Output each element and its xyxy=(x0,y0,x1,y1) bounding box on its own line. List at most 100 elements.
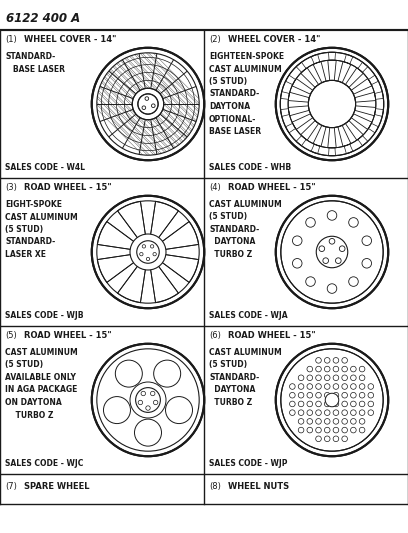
Circle shape xyxy=(130,234,166,270)
Wedge shape xyxy=(368,123,379,133)
Wedge shape xyxy=(288,92,309,102)
Circle shape xyxy=(290,392,295,398)
Circle shape xyxy=(135,419,162,446)
Circle shape xyxy=(146,406,150,410)
Wedge shape xyxy=(301,120,319,140)
Text: ROAD WHEEL - 15": ROAD WHEEL - 15" xyxy=(24,183,112,192)
Circle shape xyxy=(333,436,339,442)
Circle shape xyxy=(324,366,330,372)
Wedge shape xyxy=(328,148,335,156)
Wedge shape xyxy=(311,144,320,154)
Circle shape xyxy=(362,236,372,246)
Circle shape xyxy=(151,391,155,395)
Text: ROAD WHEEL - 15": ROAD WHEEL - 15" xyxy=(228,331,316,340)
Circle shape xyxy=(327,284,337,293)
Circle shape xyxy=(324,392,330,398)
Circle shape xyxy=(368,384,374,389)
Circle shape xyxy=(327,211,337,220)
Circle shape xyxy=(316,401,322,407)
Circle shape xyxy=(281,349,383,451)
Wedge shape xyxy=(98,222,139,251)
Text: SALES CODE - WJB: SALES CODE - WJB xyxy=(5,311,84,320)
Circle shape xyxy=(350,418,356,424)
Circle shape xyxy=(316,410,322,415)
Circle shape xyxy=(333,410,339,415)
Circle shape xyxy=(298,427,304,433)
Text: (8): (8) xyxy=(209,482,221,491)
Circle shape xyxy=(359,410,365,415)
Circle shape xyxy=(306,217,315,227)
Circle shape xyxy=(298,392,304,398)
Circle shape xyxy=(359,401,365,407)
Text: SALES CODE - WJP: SALES CODE - WJP xyxy=(209,459,288,468)
Circle shape xyxy=(335,258,341,263)
Circle shape xyxy=(368,410,374,415)
Circle shape xyxy=(350,375,356,381)
Circle shape xyxy=(342,358,348,363)
Wedge shape xyxy=(313,125,326,147)
Circle shape xyxy=(140,253,143,256)
Circle shape xyxy=(142,106,146,110)
Circle shape xyxy=(359,418,365,424)
Circle shape xyxy=(359,375,365,381)
Circle shape xyxy=(368,392,374,398)
Text: CAST ALUMINUM
(5 STUD)
STANDARD-
  DAYTONA
  TURBO Z: CAST ALUMINUM (5 STUD) STANDARD- DAYTONA… xyxy=(209,348,282,407)
Circle shape xyxy=(316,366,322,372)
Wedge shape xyxy=(355,92,376,102)
Text: SALES CODE - WJC: SALES CODE - WJC xyxy=(5,459,83,468)
Circle shape xyxy=(333,427,339,433)
Text: WHEEL NUTS: WHEEL NUTS xyxy=(228,482,289,491)
Wedge shape xyxy=(292,78,313,94)
Text: (5): (5) xyxy=(5,331,17,340)
Circle shape xyxy=(298,410,304,415)
Circle shape xyxy=(324,375,330,381)
Text: ROAD WHEEL - 15": ROAD WHEEL - 15" xyxy=(24,331,112,340)
Circle shape xyxy=(324,384,330,389)
Wedge shape xyxy=(351,78,372,94)
Text: (7): (7) xyxy=(5,482,17,491)
Wedge shape xyxy=(346,68,363,87)
Wedge shape xyxy=(118,201,146,243)
Circle shape xyxy=(138,94,158,114)
Circle shape xyxy=(298,375,304,381)
Circle shape xyxy=(142,245,146,248)
Circle shape xyxy=(350,410,356,415)
Text: 6122 400 A: 6122 400 A xyxy=(6,12,80,25)
Text: (3): (3) xyxy=(5,183,17,192)
Circle shape xyxy=(333,401,339,407)
Circle shape xyxy=(96,52,200,156)
Circle shape xyxy=(339,246,345,252)
Wedge shape xyxy=(286,75,295,85)
Circle shape xyxy=(333,384,339,389)
Text: STANDARD-
   BASE LASER: STANDARD- BASE LASER xyxy=(5,52,65,74)
Circle shape xyxy=(324,410,330,415)
Circle shape xyxy=(342,401,348,407)
Circle shape xyxy=(350,392,356,398)
Circle shape xyxy=(316,384,322,389)
Circle shape xyxy=(349,277,358,286)
Circle shape xyxy=(342,418,348,424)
Text: SALES CODE - WJA: SALES CODE - WJA xyxy=(209,311,288,320)
Wedge shape xyxy=(338,61,351,83)
Circle shape xyxy=(290,410,295,415)
Text: (4): (4) xyxy=(209,183,221,192)
Circle shape xyxy=(280,52,384,156)
Circle shape xyxy=(350,427,356,433)
Wedge shape xyxy=(286,123,295,133)
Circle shape xyxy=(298,418,304,424)
Circle shape xyxy=(307,366,313,372)
Circle shape xyxy=(324,401,330,407)
Wedge shape xyxy=(375,109,384,116)
Wedge shape xyxy=(346,120,363,140)
Wedge shape xyxy=(296,135,306,146)
Circle shape xyxy=(316,236,348,268)
Wedge shape xyxy=(150,201,178,243)
Circle shape xyxy=(333,358,339,363)
Circle shape xyxy=(97,349,199,451)
Circle shape xyxy=(325,393,339,407)
Circle shape xyxy=(359,366,365,372)
Text: CAST ALUMINUM
(5 STUD)
STANDARD-
  DAYTONA
  TURBO Z: CAST ALUMINUM (5 STUD) STANDARD- DAYTONA… xyxy=(209,200,282,259)
Text: CAST ALUMINUM
(5 STUD)
AVAILABLE ONLY
IN AGA PACKAGE
ON DAYTONA
    TURBO Z: CAST ALUMINUM (5 STUD) AVAILABLE ONLY IN… xyxy=(5,348,78,419)
Circle shape xyxy=(342,392,348,398)
Circle shape xyxy=(307,427,313,433)
